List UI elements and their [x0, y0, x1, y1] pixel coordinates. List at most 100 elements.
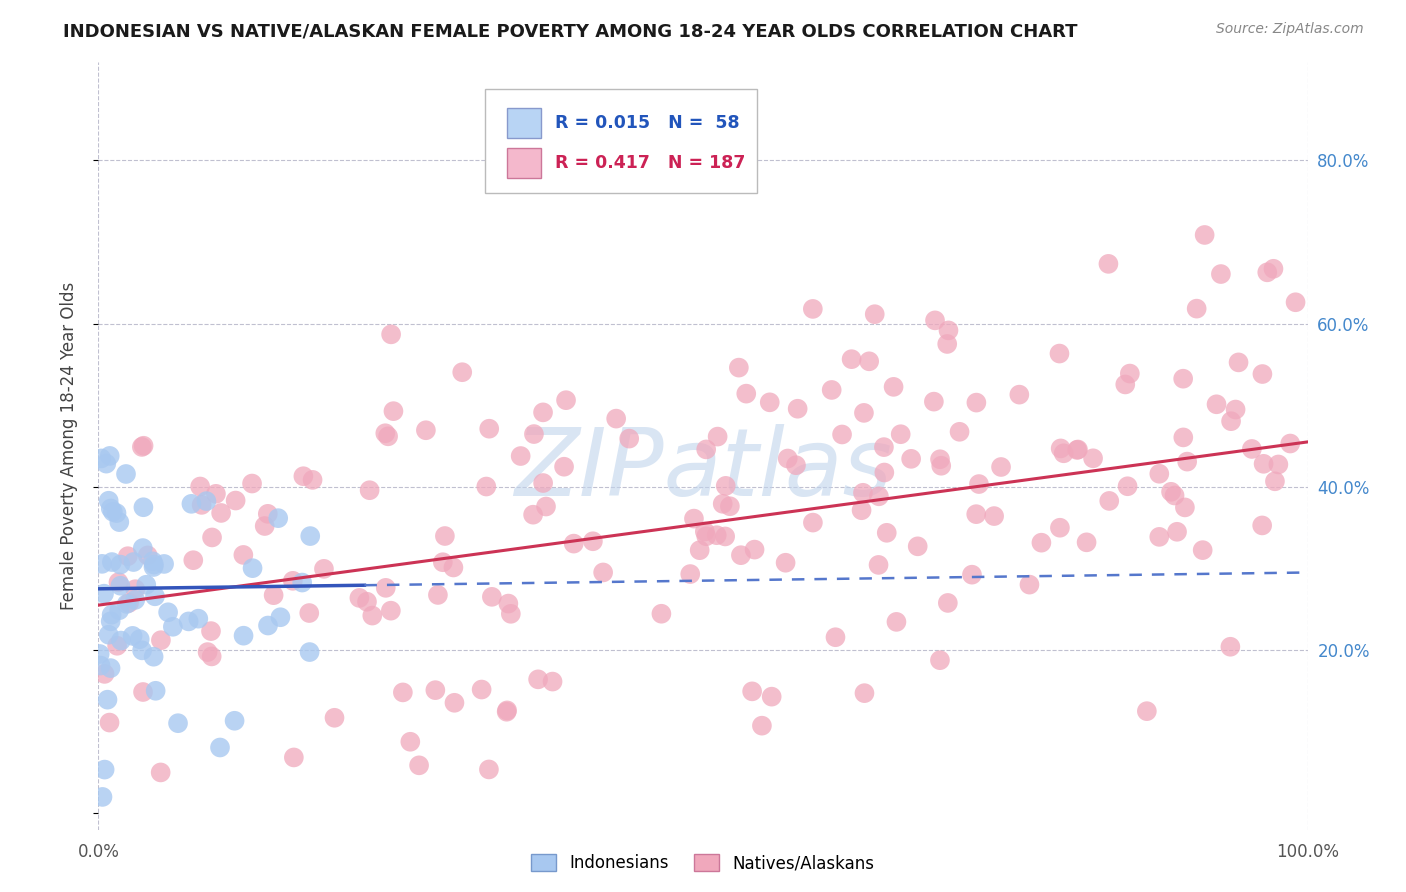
- Point: [132, 685, 155, 699]
- Point: [208, 740, 231, 755]
- Point: [1253, 457, 1275, 471]
- Point: [929, 653, 952, 667]
- Point: [180, 497, 202, 511]
- Point: [831, 427, 853, 442]
- Point: [142, 649, 165, 664]
- Point: [124, 593, 146, 607]
- Point: [143, 589, 166, 603]
- Point: [735, 386, 758, 401]
- Point: [531, 476, 554, 491]
- Point: [890, 427, 912, 442]
- Point: [1098, 494, 1121, 508]
- Point: [98, 449, 121, 463]
- Point: [1049, 442, 1071, 456]
- Point: [149, 633, 172, 648]
- Point: [562, 536, 585, 550]
- Point: [1205, 397, 1227, 411]
- Point: [498, 597, 520, 611]
- FancyBboxPatch shape: [485, 89, 758, 193]
- Point: [1067, 442, 1090, 457]
- Point: [758, 395, 780, 409]
- Point: [267, 511, 290, 525]
- Point: [650, 607, 672, 621]
- Point: [741, 684, 763, 698]
- Point: [167, 716, 190, 731]
- Point: [592, 566, 614, 580]
- Point: [100, 661, 122, 675]
- Point: [408, 758, 430, 772]
- Point: [301, 473, 323, 487]
- Text: R = 0.417   N = 187: R = 0.417 N = 187: [555, 154, 745, 172]
- Point: [135, 578, 157, 592]
- Point: [93, 666, 115, 681]
- Point: [1175, 455, 1198, 469]
- Point: [93, 587, 115, 601]
- Point: [187, 612, 209, 626]
- Point: [1209, 267, 1232, 281]
- Point: [938, 323, 960, 337]
- Point: [785, 458, 807, 473]
- Point: [1264, 475, 1286, 489]
- Point: [1053, 446, 1076, 460]
- Point: [714, 479, 737, 493]
- Point: [801, 516, 824, 530]
- Point: [478, 422, 501, 436]
- Point: [605, 411, 627, 425]
- Point: [1267, 458, 1289, 472]
- Point: [131, 643, 153, 657]
- Point: [730, 548, 752, 562]
- Point: [91, 557, 114, 571]
- Point: [841, 352, 863, 367]
- Point: [209, 506, 232, 520]
- Point: [1166, 524, 1188, 539]
- Point: [1018, 577, 1040, 591]
- Point: [1066, 442, 1088, 457]
- Point: [283, 750, 305, 764]
- Point: [100, 607, 122, 622]
- Point: [108, 515, 131, 529]
- Point: [1116, 479, 1139, 493]
- Point: [205, 487, 228, 501]
- Point: [929, 458, 952, 473]
- Point: [922, 394, 945, 409]
- Point: [1220, 414, 1243, 428]
- Point: [188, 479, 211, 493]
- Point: [1185, 301, 1208, 316]
- Point: [936, 596, 959, 610]
- Point: [1251, 367, 1274, 381]
- Point: [496, 703, 519, 717]
- Point: [110, 579, 132, 593]
- Point: [821, 383, 844, 397]
- Point: [948, 425, 970, 439]
- Point: [380, 327, 402, 342]
- Point: [553, 459, 575, 474]
- Point: [190, 498, 212, 512]
- Point: [97, 628, 120, 642]
- Point: [679, 567, 702, 582]
- Point: [853, 686, 876, 700]
- Point: [101, 555, 124, 569]
- Point: [706, 528, 728, 542]
- Text: ZIPatlas: ZIPatlas: [515, 424, 891, 515]
- Point: [744, 542, 766, 557]
- Point: [115, 467, 138, 481]
- Point: [1119, 367, 1142, 381]
- Point: [292, 469, 315, 483]
- Point: [399, 735, 422, 749]
- Point: [863, 307, 886, 321]
- Point: [195, 494, 218, 508]
- Point: [711, 497, 734, 511]
- Point: [240, 476, 263, 491]
- Point: [122, 555, 145, 569]
- Point: [128, 632, 150, 647]
- Point: [619, 432, 641, 446]
- Point: [291, 575, 314, 590]
- Point: [1163, 488, 1185, 502]
- Point: [907, 539, 929, 553]
- Point: [786, 401, 808, 416]
- Point: [706, 429, 728, 443]
- Point: [121, 629, 143, 643]
- Point: [1219, 640, 1241, 654]
- Point: [1173, 430, 1195, 444]
- Point: [145, 683, 167, 698]
